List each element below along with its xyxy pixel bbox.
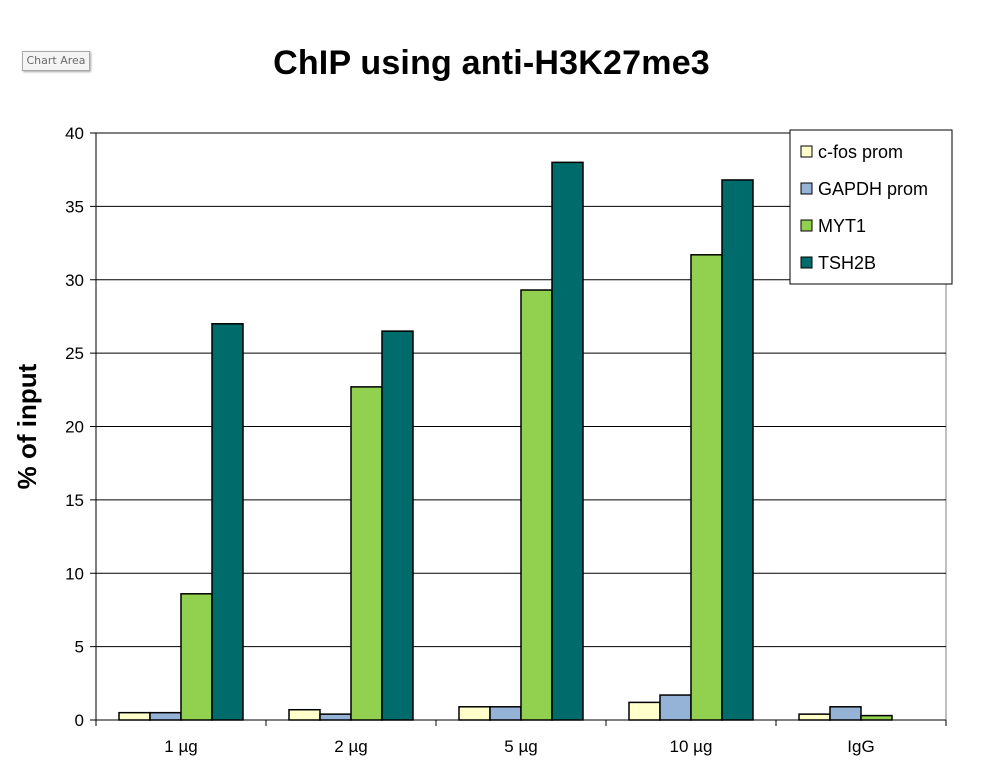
bar[interactable] — [829, 706, 862, 721]
bar[interactable] — [319, 713, 352, 721]
bar[interactable] — [520, 289, 553, 721]
bar[interactable] — [721, 179, 754, 721]
legend-swatch — [800, 219, 813, 232]
legend-label: MYT1 — [818, 216, 866, 236]
y-axis-label: % of input — [12, 363, 42, 489]
y-tick-label: 15 — [65, 491, 84, 510]
bar[interactable] — [659, 694, 692, 721]
y-tick-label: 35 — [65, 197, 84, 216]
bar[interactable] — [118, 711, 151, 721]
y-tick-label: 25 — [65, 344, 84, 363]
x-tick-label: 10 µg — [670, 737, 713, 756]
x-tick-label: IgG — [847, 737, 874, 756]
bar[interactable] — [798, 713, 831, 721]
legend-swatch — [800, 256, 813, 269]
bar[interactable] — [211, 323, 244, 721]
bar[interactable] — [860, 714, 893, 721]
bar[interactable] — [149, 711, 182, 721]
y-tick-label: 10 — [65, 564, 84, 583]
bar[interactable] — [180, 593, 213, 721]
bar[interactable] — [350, 386, 383, 721]
y-tick-label: 40 — [65, 124, 84, 143]
y-tick-label: 0 — [75, 711, 84, 730]
legend-label: c-fos prom — [818, 142, 903, 162]
bar[interactable] — [489, 706, 522, 721]
legend-swatch — [800, 145, 813, 158]
x-tick-label: 2 µg — [334, 737, 367, 756]
x-tick-label: 5 µg — [504, 737, 537, 756]
y-tick-label: 5 — [75, 638, 84, 657]
bar[interactable] — [288, 708, 321, 721]
bar[interactable] — [458, 706, 491, 721]
legend-swatch — [800, 182, 813, 195]
bar[interactable] — [551, 161, 584, 721]
legend-box — [789, 129, 953, 285]
bar[interactable] — [628, 701, 661, 721]
legend-label: GAPDH prom — [818, 179, 928, 199]
chart-title: ChIP using anti-H3K27me3 — [273, 44, 710, 82]
bar[interactable] — [381, 330, 414, 721]
bar[interactable] — [690, 254, 723, 721]
chart-area-tooltip: Chart Area — [22, 51, 90, 71]
legend-label: TSH2B — [818, 253, 876, 273]
y-tick-label: 20 — [65, 418, 84, 437]
y-tick-label: 30 — [65, 271, 84, 290]
x-tick-label: 1 µg — [164, 737, 197, 756]
